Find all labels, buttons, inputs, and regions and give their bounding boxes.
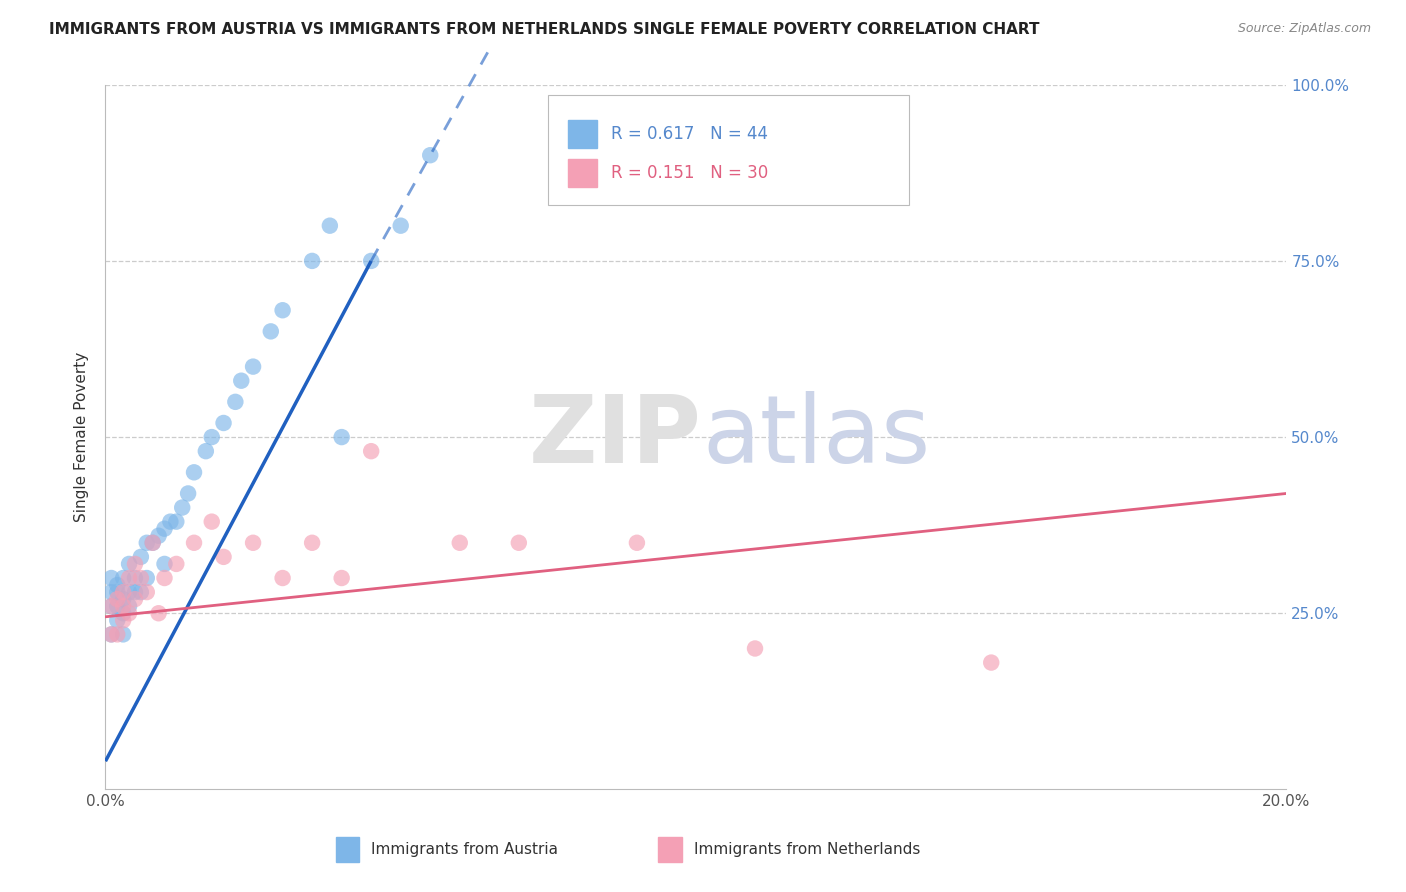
FancyBboxPatch shape (548, 95, 908, 204)
Bar (336, 837, 360, 862)
Point (112, 599, 135, 614)
Point (183, 466, 205, 480)
Bar (568, 159, 596, 187)
Point (112, 613, 135, 627)
Point (112, 592, 135, 607)
Point (212, 416, 235, 430)
Point (129, 571, 152, 585)
Text: Immigrants from Austria: Immigrants from Austria (371, 842, 558, 857)
Point (118, 607, 141, 621)
Point (118, 557, 141, 571)
Point (124, 557, 146, 571)
Point (183, 535, 205, 549)
Point (124, 571, 146, 585)
Point (159, 515, 181, 529)
Point (271, 303, 294, 318)
Text: IMMIGRANTS FROM AUSTRIA VS IMMIGRANTS FROM NETHERLANDS SINGLE FEMALE POVERTY COR: IMMIGRANTS FROM AUSTRIA VS IMMIGRANTS FR… (49, 22, 1039, 37)
Point (626, 535, 648, 549)
Point (301, 535, 323, 549)
Point (112, 627, 135, 641)
Point (112, 607, 135, 621)
Point (271, 571, 294, 585)
Point (135, 571, 157, 585)
Point (224, 394, 246, 409)
Point (212, 549, 235, 564)
Point (153, 571, 176, 585)
Point (319, 219, 342, 233)
Point (105, 613, 128, 627)
Text: R = 0.151   N = 30: R = 0.151 N = 30 (612, 164, 768, 182)
Point (118, 571, 141, 585)
Point (118, 599, 141, 614)
Point (194, 444, 217, 458)
Point (330, 571, 353, 585)
Point (135, 535, 157, 549)
Point (330, 430, 353, 444)
Point (744, 641, 766, 656)
Point (142, 535, 165, 549)
Y-axis label: Single Female Poverty: Single Female Poverty (75, 352, 90, 522)
Point (105, 585, 128, 599)
Point (135, 585, 157, 599)
Point (242, 535, 264, 549)
Point (148, 607, 170, 621)
Point (360, 444, 382, 458)
Bar (568, 120, 596, 148)
Point (100, 599, 122, 614)
Text: ZIP: ZIP (529, 391, 702, 483)
Text: R = 0.617   N = 44: R = 0.617 N = 44 (612, 125, 768, 143)
Point (105, 627, 128, 641)
Point (148, 529, 170, 543)
Point (449, 535, 471, 549)
Text: Immigrants from Netherlands: Immigrants from Netherlands (693, 842, 920, 857)
Point (508, 535, 530, 549)
Point (165, 557, 187, 571)
Point (100, 585, 122, 599)
Text: Source: ZipAtlas.com: Source: ZipAtlas.com (1237, 22, 1371, 36)
Point (260, 325, 283, 339)
Point (118, 585, 141, 599)
Point (105, 599, 128, 614)
Point (165, 515, 187, 529)
Point (153, 557, 176, 571)
Point (360, 253, 382, 268)
Point (142, 535, 165, 549)
Point (100, 599, 122, 614)
Point (231, 374, 253, 388)
Point (100, 627, 122, 641)
Point (112, 571, 135, 585)
Bar (658, 837, 682, 862)
Point (201, 430, 224, 444)
Point (129, 585, 152, 599)
Point (172, 500, 194, 515)
Point (105, 592, 128, 607)
Text: atlas: atlas (702, 391, 931, 483)
Point (100, 627, 122, 641)
Point (301, 253, 323, 268)
Point (419, 148, 441, 162)
Point (100, 571, 122, 585)
Point (242, 359, 264, 374)
Point (112, 585, 135, 599)
Point (389, 219, 412, 233)
Point (177, 486, 200, 500)
Point (124, 585, 146, 599)
Point (129, 549, 152, 564)
Point (105, 578, 128, 592)
Point (124, 592, 146, 607)
Point (980, 656, 1002, 670)
Point (201, 515, 224, 529)
Point (153, 522, 176, 536)
